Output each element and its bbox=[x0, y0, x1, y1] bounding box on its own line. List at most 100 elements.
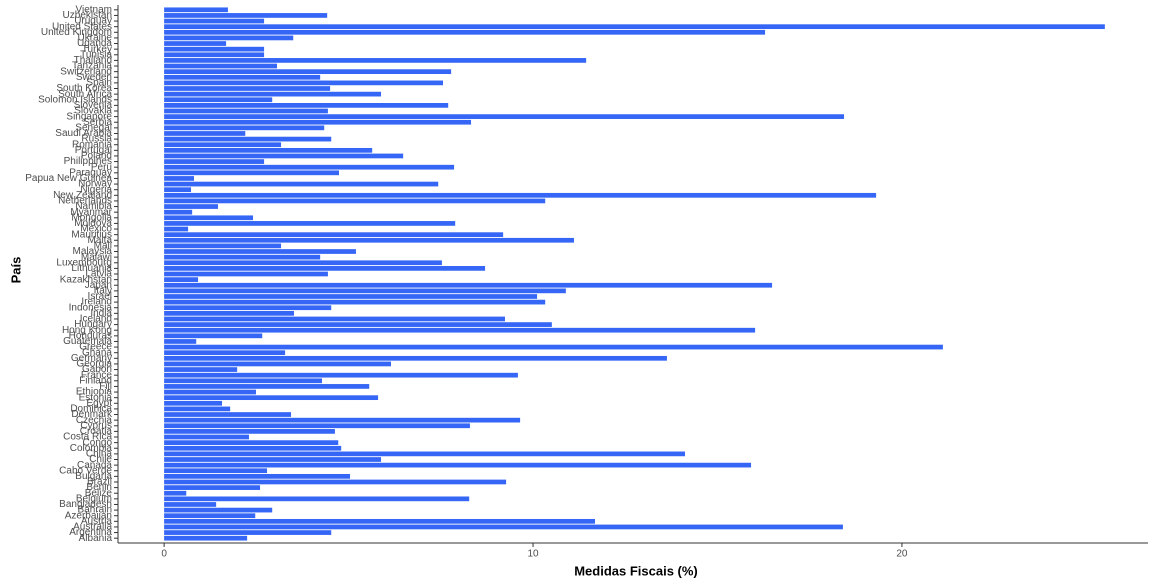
y-tick-label: Sweden bbox=[76, 72, 112, 83]
y-tick-label: Congo bbox=[83, 437, 113, 448]
bar bbox=[164, 52, 265, 58]
y-tick-label: Croatia bbox=[80, 426, 113, 437]
bar bbox=[164, 108, 328, 114]
y-tick-label: Solomon Islands bbox=[38, 94, 112, 105]
y-tick-label: Vietnam bbox=[75, 4, 112, 15]
y-tick-label: Papua New Guinea bbox=[25, 173, 112, 184]
bar bbox=[164, 423, 470, 429]
bar bbox=[164, 114, 845, 119]
bar bbox=[164, 406, 231, 412]
y-tick-label: Ethiopia bbox=[76, 387, 113, 398]
bar bbox=[164, 316, 505, 322]
y-tick-label: Ghana bbox=[82, 347, 112, 358]
y-tick-label: South Africa bbox=[58, 89, 112, 100]
bar bbox=[164, 372, 518, 378]
bar bbox=[164, 249, 356, 254]
bar bbox=[164, 41, 227, 46]
bar bbox=[164, 355, 667, 361]
bar bbox=[164, 299, 546, 305]
bar bbox=[164, 530, 332, 535]
bar bbox=[164, 271, 328, 277]
bar bbox=[164, 344, 943, 350]
y-tick-label: Malaysia bbox=[73, 246, 113, 257]
bar bbox=[164, 74, 321, 80]
bar bbox=[164, 429, 335, 434]
bar bbox=[164, 445, 342, 451]
y-tick-label: Bahrain bbox=[78, 505, 112, 516]
y-tick-label: Paraguay bbox=[69, 167, 112, 178]
y-tick-label: Uzbekistan bbox=[63, 10, 112, 21]
y-tick-label: Austria bbox=[81, 516, 113, 527]
bar bbox=[164, 7, 228, 13]
bar bbox=[164, 524, 843, 530]
bar bbox=[164, 103, 449, 108]
bar bbox=[164, 125, 325, 131]
bar bbox=[164, 97, 273, 103]
bar bbox=[164, 136, 332, 142]
y-tick-label: Tanzania bbox=[72, 61, 112, 72]
bar bbox=[164, 176, 194, 181]
y-tick-label: Uruguay bbox=[74, 16, 112, 27]
bar bbox=[164, 153, 404, 159]
y-tick-label: Philippines bbox=[64, 156, 112, 167]
y-tick-label: Uganda bbox=[77, 38, 112, 49]
bar bbox=[164, 282, 773, 288]
bar bbox=[164, 473, 351, 479]
y-tick-label: Russia bbox=[81, 134, 112, 145]
bar bbox=[164, 305, 332, 311]
bar bbox=[164, 243, 282, 249]
y-tick-label: Albania bbox=[79, 533, 113, 544]
y-tick-label: Peru bbox=[91, 162, 112, 173]
y-tick-label: Germany bbox=[71, 353, 112, 364]
y-tick-label: Canada bbox=[77, 460, 112, 471]
y-tick-label: Fiji bbox=[99, 381, 112, 392]
y-tick-label: Netherlands bbox=[58, 196, 112, 207]
bar bbox=[164, 490, 187, 496]
bar bbox=[164, 339, 197, 344]
bar bbox=[164, 237, 574, 243]
y-tick-label: Ukraine bbox=[78, 33, 113, 44]
y-tick-label: Greece bbox=[79, 342, 112, 353]
y-tick-label: Indonesia bbox=[69, 302, 113, 313]
y-tick-label: Nigeria bbox=[80, 184, 112, 195]
y-tick-label: Colombia bbox=[70, 443, 113, 454]
bar bbox=[164, 462, 752, 468]
y-tick-label: Cyprus bbox=[80, 420, 112, 431]
bar bbox=[164, 63, 278, 69]
y-tick-label: Belgium bbox=[76, 493, 112, 504]
y-tick-label: Italy bbox=[94, 286, 112, 297]
y-tick-label: China bbox=[86, 449, 113, 460]
y-tick-label: Iceland bbox=[80, 314, 112, 325]
y-tick-label: Chile bbox=[89, 454, 112, 465]
y-tick-label: Finland bbox=[79, 375, 112, 386]
y-tick-label: Senegal bbox=[75, 122, 112, 133]
y-tick-label: Azerbaijan bbox=[65, 510, 112, 521]
bar bbox=[164, 142, 282, 148]
y-tick-label: Bangladesh bbox=[59, 499, 112, 510]
x-tick-label: 0 bbox=[161, 549, 167, 560]
y-tick-label: Israel bbox=[88, 291, 112, 302]
y-tick-label: United States bbox=[52, 21, 112, 32]
bar bbox=[164, 159, 265, 164]
y-tick-label: New Zealand bbox=[53, 190, 112, 201]
y-tick-label: Benin bbox=[86, 482, 112, 493]
bar bbox=[164, 80, 444, 86]
bar bbox=[164, 400, 223, 406]
bar bbox=[164, 164, 455, 170]
y-tick-label: Guatemala bbox=[63, 336, 112, 347]
y-tick-label: Romania bbox=[72, 139, 112, 150]
bar bbox=[164, 226, 189, 232]
bar bbox=[164, 378, 323, 384]
y-tick-label: Mongolia bbox=[71, 212, 112, 223]
bar bbox=[164, 479, 507, 485]
bar bbox=[164, 513, 256, 519]
bar bbox=[164, 18, 265, 24]
bar bbox=[164, 333, 263, 339]
bar bbox=[164, 507, 273, 513]
bar bbox=[164, 35, 294, 41]
bar bbox=[164, 327, 756, 333]
bar bbox=[164, 181, 439, 187]
y-tick-label: United Kingdom bbox=[41, 27, 112, 38]
y-tick-label: Malta bbox=[88, 235, 113, 246]
bar bbox=[164, 215, 254, 221]
